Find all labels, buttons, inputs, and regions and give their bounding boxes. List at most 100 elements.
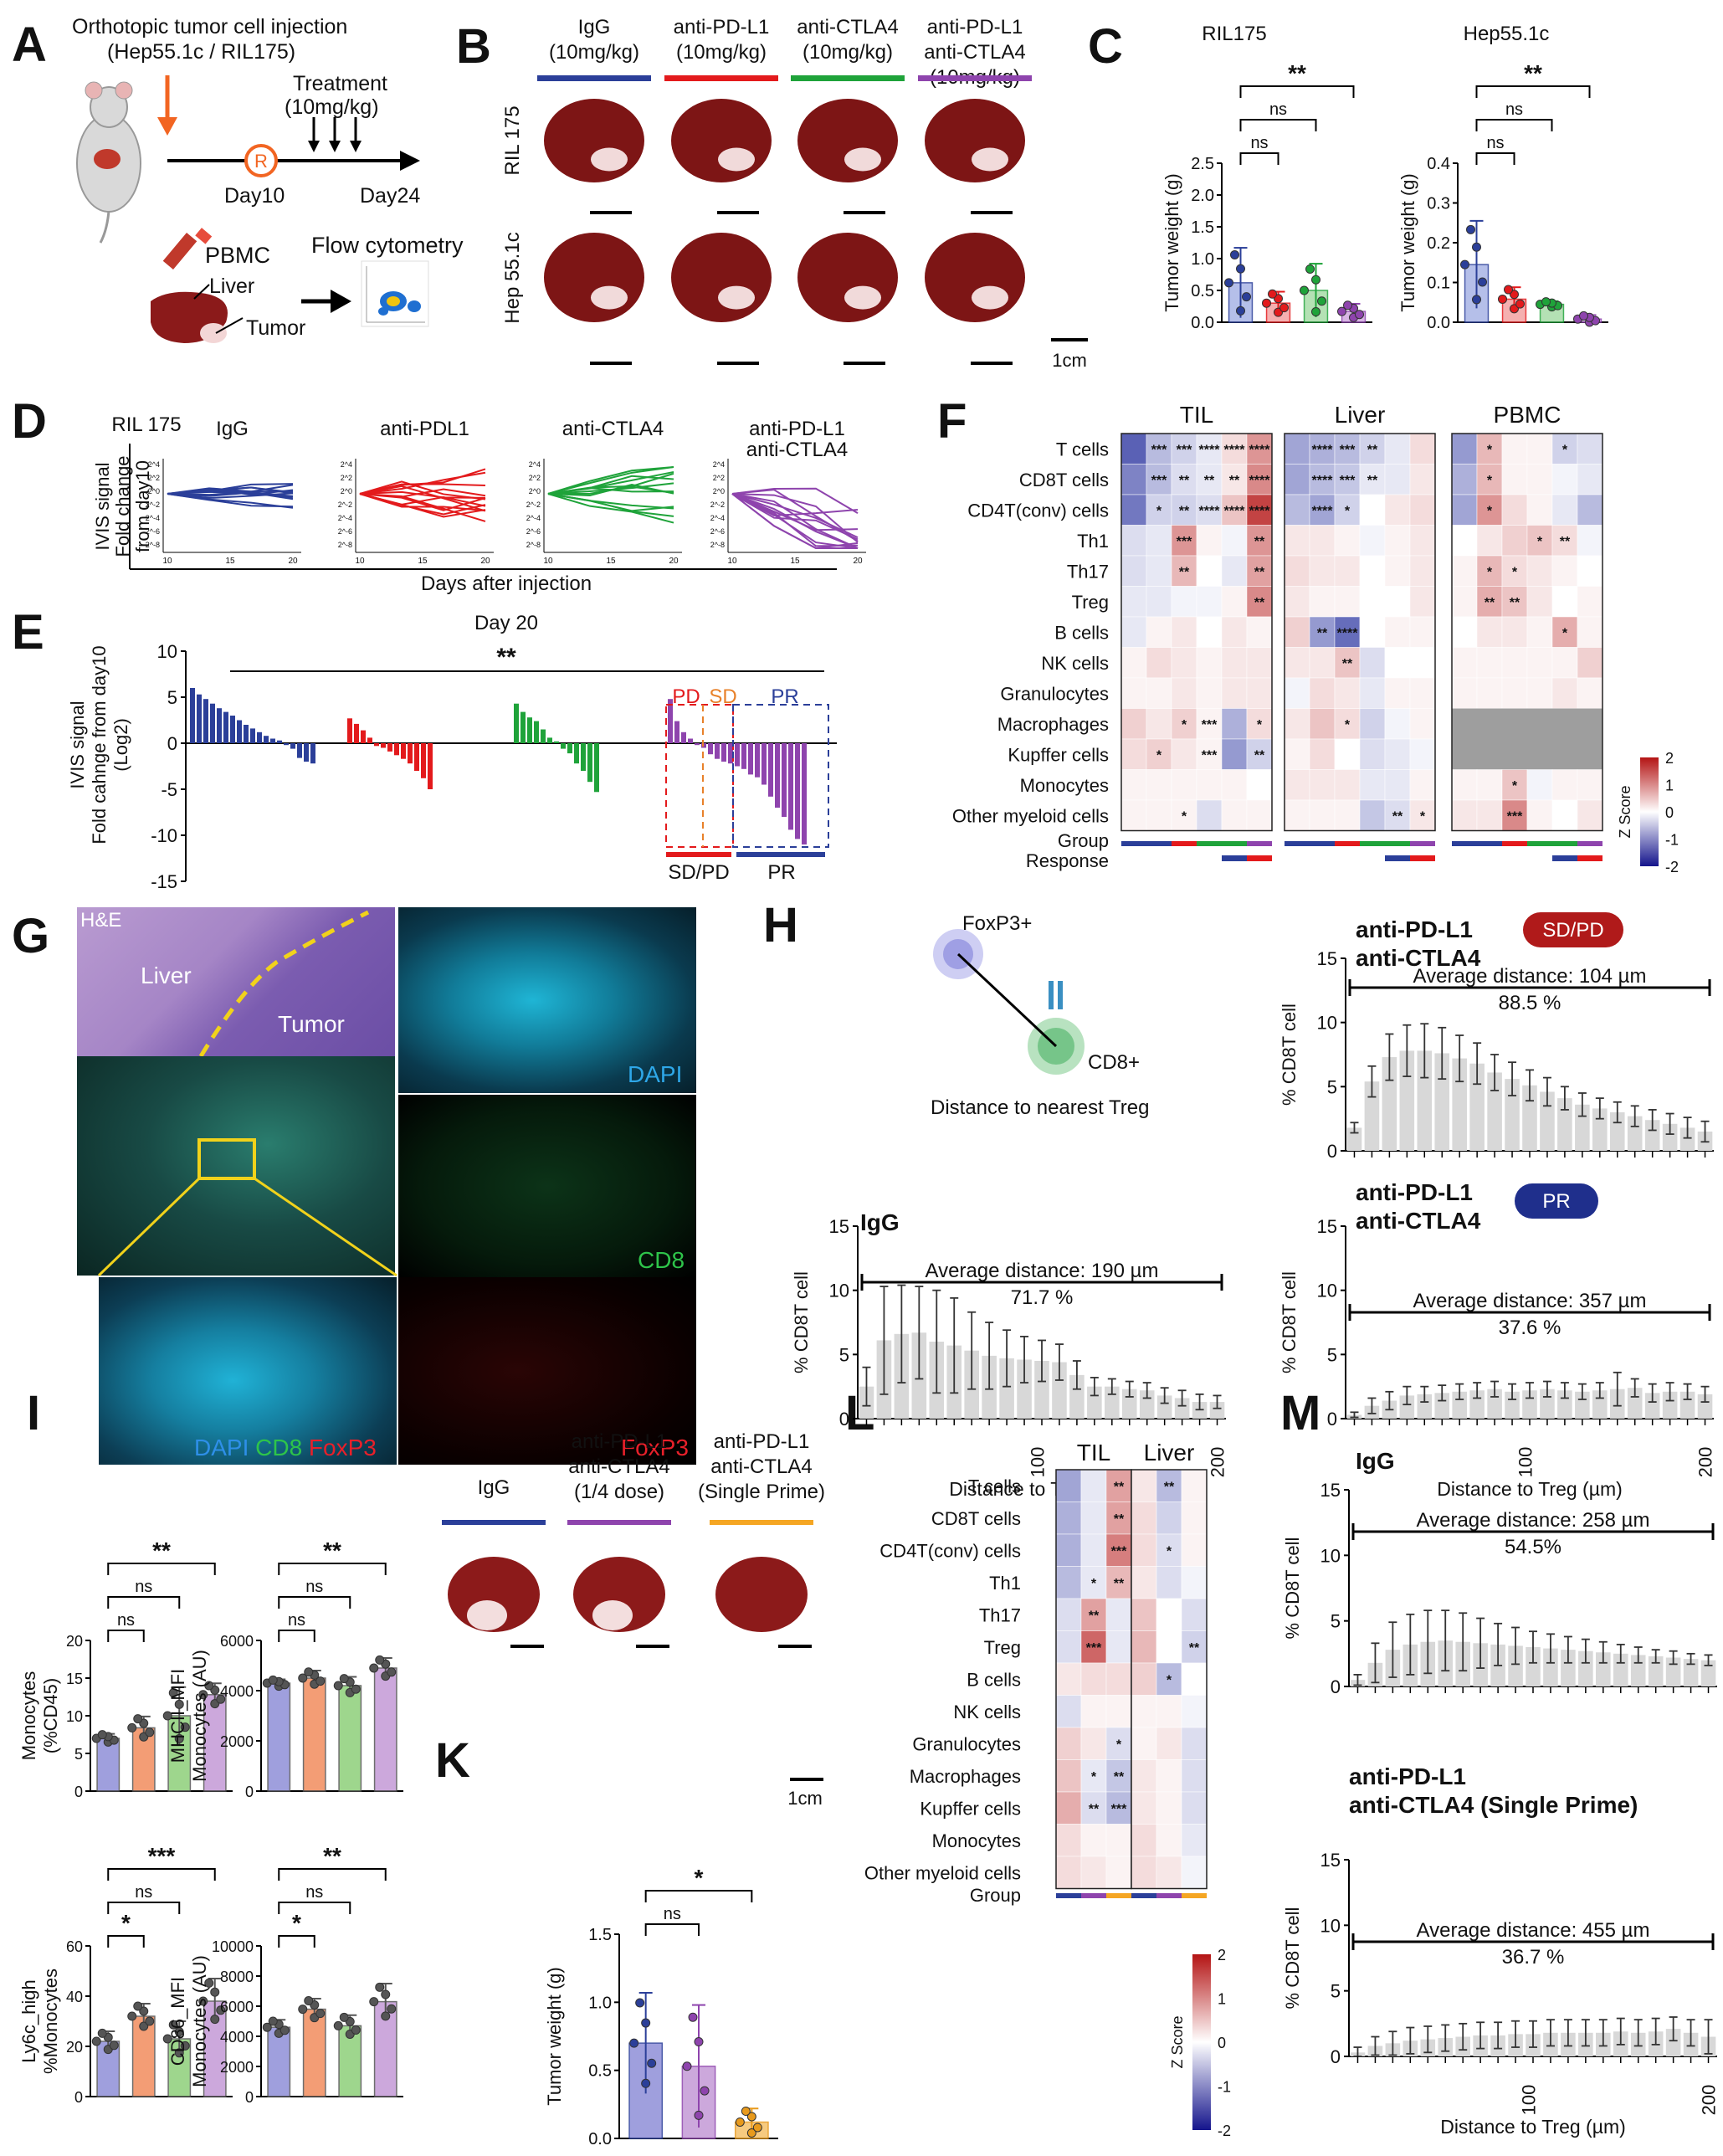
h-cd8-label: CD8+ [1088,1051,1141,1074]
data-point [345,1687,355,1697]
d-series-line [359,488,486,498]
data-point [1547,302,1556,312]
e-bar [401,743,406,759]
heatmap-cell [1384,647,1411,679]
bar [1539,303,1565,323]
data-point [1236,305,1245,316]
y-tick-label: 40 [66,1989,83,2005]
e-bar [310,743,315,764]
d-xtick: 20 [480,557,490,566]
h-foxp3-label: FoxP3+ [962,912,1033,935]
e-bar [587,743,592,783]
heatmap-cell [1334,677,1361,709]
tumor-region [718,285,755,310]
heatmap-star: * [1345,718,1351,732]
panel-letter-m: M [1280,1386,1321,1440]
hist-bar [1648,1656,1664,1686]
heatmap-cell [1131,1791,1157,1825]
d-ytick: 2^2 [148,474,160,482]
e-bar [547,737,552,743]
d-series-line [359,493,486,522]
heatmap-cell [1551,525,1578,557]
hist-bar [1209,1402,1225,1419]
panel-letter-g: G [12,909,50,963]
heatmap-star: *** [1111,1802,1127,1816]
heatmap-cell [1105,1469,1132,1502]
heatmap-cell [1309,464,1336,495]
heatmap-cell [1181,1533,1208,1567]
heatmap-row-label: Th17 [1067,561,1109,582]
hist-bar [1367,2046,1383,2056]
heatmap-cell [1055,1791,1082,1825]
heatmap-cell [1146,586,1172,618]
group-strip [1452,841,1477,846]
sig-label: ns [305,1883,323,1902]
sig-bracket [278,1630,315,1642]
j-group-bar [442,1520,546,1525]
data-point [139,1732,149,1742]
j-scale-bar [636,1645,669,1648]
h-title: anti-PD-L1 [1356,1179,1473,1205]
hist-bar [1417,1394,1433,1419]
e-bar [788,743,793,830]
heatmap-cell [1120,647,1147,679]
panel-letter-i: I [27,1386,41,1440]
data-point [369,1997,379,2007]
d-ytick: 2^-6 [710,527,725,536]
heatmap-cell [1451,586,1478,618]
heatmap-cell [1451,769,1478,801]
y-tick-label: 0.0 [1191,314,1214,332]
heatmap-row-label: CD4T(conv) cells [879,1540,1021,1561]
y-tick-label: 5 [1331,1981,1341,2002]
d-series-line [167,486,294,495]
heatmap-row-label: B cells [1054,622,1109,643]
heatmap-cell [1551,464,1578,495]
sig-label: ns [1250,134,1268,152]
heatmap-cell [1156,1598,1182,1631]
heatmap-cell [1501,494,1528,526]
heatmap-cell [1501,647,1528,679]
heatmap-star: **** [1249,443,1271,457]
y-axis-label: MHCII_MFI [167,1669,188,1763]
z-legend-tick: -2 [1218,2123,1231,2139]
e-bar [554,741,559,743]
data-point [139,2006,149,2016]
heatmap-star: *** [1340,474,1356,488]
e-bar [297,743,302,758]
heatmap-cell [1131,1759,1157,1793]
data-point [387,2004,397,2014]
tumor-region [972,285,1008,310]
heatmap-cell [1577,525,1603,557]
heatmap-cell [1156,1856,1182,1889]
heatmap-cell [1476,616,1503,648]
heatmap-cell [1181,1824,1208,1857]
heatmap-cell [1105,1727,1132,1760]
data-point [345,1677,355,1687]
response-strip [1247,855,1272,861]
heatmap-cell [1156,1791,1182,1825]
z-legend-tick: 1 [1665,778,1674,794]
bar [1464,264,1490,323]
heatmap-cell [1181,1662,1208,1696]
e-bar [701,743,706,748]
avg-distance-label: Average distance: 190 µm [926,1260,1159,1282]
heatmap-cell [1171,616,1197,648]
b-group-label: IgG [578,16,611,38]
heatmap-cell [1171,769,1197,801]
y-tick-label: 6000 [220,1999,254,2015]
d-ytick: 2^-2 [146,501,160,509]
tumor-liver-photo [544,233,644,322]
heatmap-cell [1334,708,1361,740]
e-y-tick-label: 5 [167,687,177,708]
heatmap-cell [1181,1695,1208,1728]
bar [131,1727,156,1792]
d-ytick: 2^2 [713,474,725,482]
j-liver-photo [448,1557,540,1632]
heatmap-star: * [1562,443,1568,457]
data-point [1478,277,1487,287]
d-series-line [731,493,858,549]
e-bar [367,737,372,743]
heatmap-cell [1131,1824,1157,1857]
heatmap-star: **** [1249,474,1271,488]
j-scale-bar-1cm [790,1778,823,1781]
